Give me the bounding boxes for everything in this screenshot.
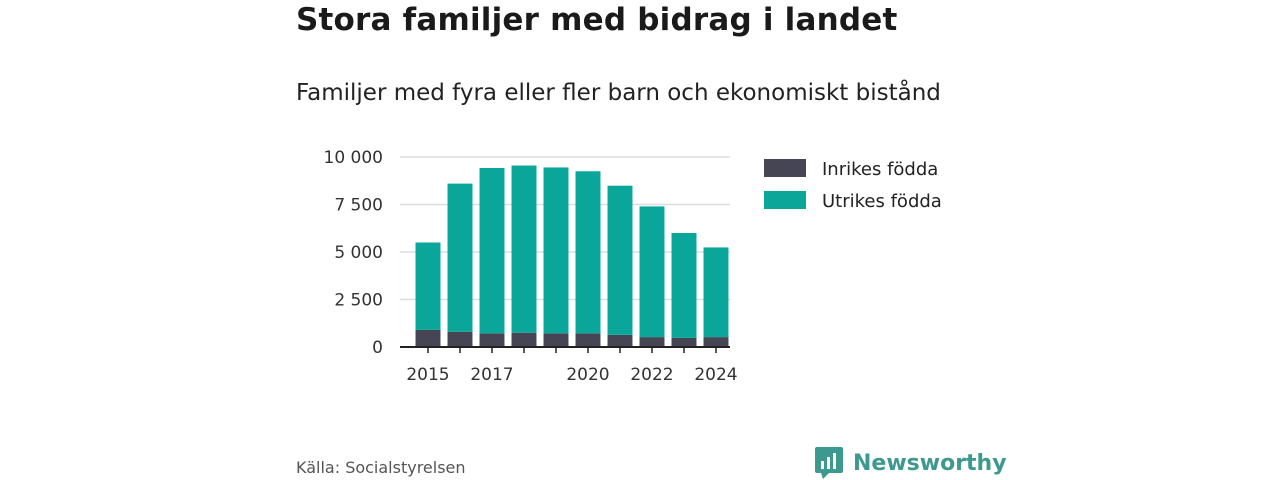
x-tick-label: 2020 (566, 365, 609, 385)
bar-utrikes-2022 (639, 206, 665, 338)
x-tick-label: 2022 (630, 365, 673, 385)
bar-inrikes-2017 (479, 333, 505, 347)
bar-inrikes-2023 (671, 337, 697, 347)
bar-inrikes-2020 (575, 333, 601, 347)
bar-inrikes-2018 (511, 332, 537, 347)
x-tick-label: 2017 (470, 365, 513, 385)
x-tick-label: 2015 (406, 365, 449, 385)
y-tick-label: 2 500 (334, 291, 383, 311)
bar-inrikes-2015 (415, 329, 441, 347)
newsworthy-logo-icon (815, 447, 843, 479)
source-note: Källa: Socialstyrelsen (296, 458, 466, 477)
bar-inrikes-2024 (703, 337, 729, 347)
chart-subtitle: Familjer med fyra eller fler barn och ek… (296, 80, 941, 106)
bar-inrikes-2021 (607, 334, 633, 347)
bar-inrikes-2016 (447, 331, 473, 347)
bar-utrikes-2015 (415, 242, 441, 330)
chart-title: Stora familjer med bidrag i landet (296, 2, 898, 38)
bar-utrikes-2020 (575, 171, 601, 334)
bar-inrikes-2022 (639, 337, 665, 347)
bar-utrikes-2024 (703, 247, 729, 338)
bar-utrikes-2019 (543, 167, 569, 334)
legend-label: Inrikes födda (822, 159, 938, 180)
legend-swatch (764, 191, 806, 209)
legend-swatch (764, 159, 806, 177)
y-tick-label: 0 (372, 338, 383, 358)
y-tick-label: 5 000 (334, 243, 383, 263)
bar-utrikes-2016 (447, 183, 473, 332)
y-tick-label: 7 500 (334, 196, 383, 216)
legend-label: Utrikes födda (822, 191, 942, 212)
x-tick-label: 2024 (694, 365, 737, 385)
bar-inrikes-2019 (543, 333, 569, 347)
y-tick-label: 10 000 (324, 148, 383, 168)
bar-utrikes-2023 (671, 233, 697, 338)
bar-utrikes-2018 (511, 165, 537, 333)
bar-utrikes-2017 (479, 168, 505, 334)
newsworthy-logo[interactable]: Newsworthy (815, 447, 1007, 479)
bar-utrikes-2021 (607, 185, 633, 335)
newsworthy-logo-text: Newsworthy (853, 450, 1007, 476)
